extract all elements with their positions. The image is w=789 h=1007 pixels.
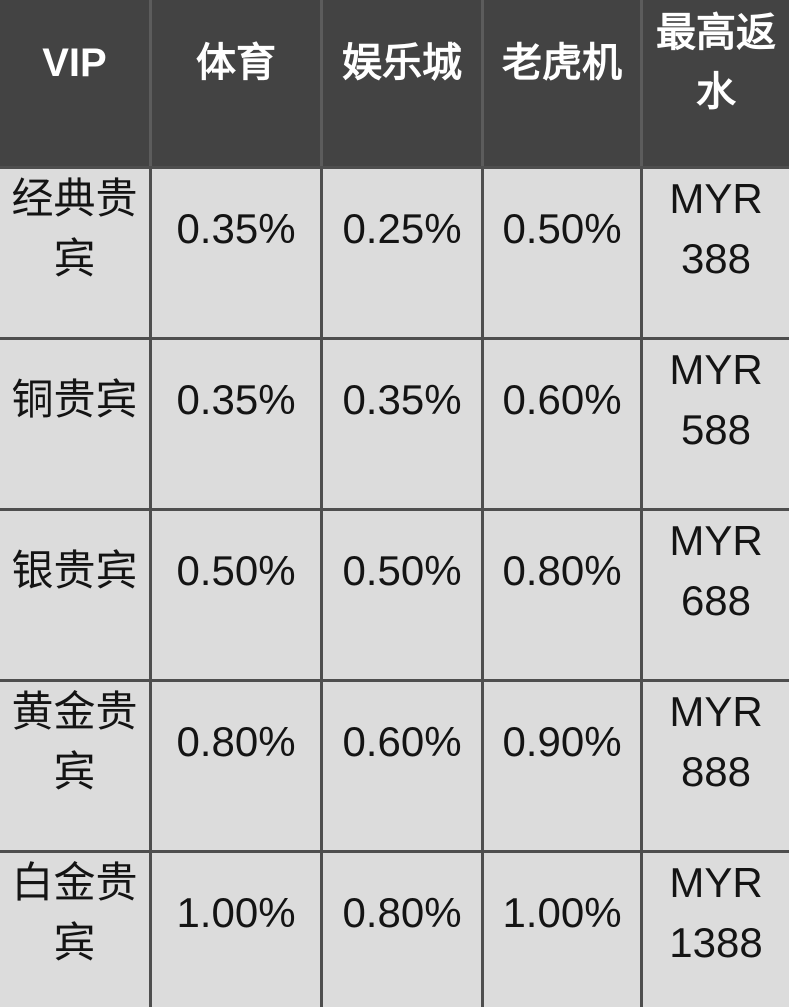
cell-max-rebate: MYR 588 (640, 337, 789, 508)
table-row: 铜贵宾 0.35% 0.35% 0.60% MYR 588 (0, 337, 789, 508)
table-row: 经典贵宾 0.35% 0.25% 0.50% MYR 388 (0, 166, 789, 337)
header-cell-max-rebate: 最高返水 (640, 0, 789, 166)
header-row: VIP 体育 娱乐城 老虎机 最高返水 (0, 0, 789, 166)
header-cell-sports: 体育 (149, 0, 320, 166)
cell-casino: 0.50% (320, 508, 481, 679)
header-cell-vip: VIP (0, 0, 149, 166)
cell-slots: 0.90% (481, 679, 640, 850)
cell-vip: 经典贵宾 (0, 166, 149, 337)
header-cell-casino: 娱乐城 (320, 0, 481, 166)
cell-casino: 0.80% (320, 850, 481, 1007)
header-cell-slots: 老虎机 (481, 0, 640, 166)
cell-casino: 0.35% (320, 337, 481, 508)
cell-vip: 黄金贵宾 (0, 679, 149, 850)
cell-max-rebate: MYR 888 (640, 679, 789, 850)
table-row: 银贵宾 0.50% 0.50% 0.80% MYR 688 (0, 508, 789, 679)
table-header: VIP 体育 娱乐城 老虎机 最高返水 (0, 0, 789, 166)
cell-casino: 0.60% (320, 679, 481, 850)
cell-sports: 0.50% (149, 508, 320, 679)
cell-sports: 1.00% (149, 850, 320, 1007)
table-row: 黄金贵宾 0.80% 0.60% 0.90% MYR 888 (0, 679, 789, 850)
cell-slots: 0.80% (481, 508, 640, 679)
cell-casino: 0.25% (320, 166, 481, 337)
cell-vip: 铜贵宾 (0, 337, 149, 508)
cell-max-rebate: MYR 388 (640, 166, 789, 337)
cell-sports: 0.80% (149, 679, 320, 850)
table-body: 经典贵宾 0.35% 0.25% 0.50% MYR 388 铜贵宾 0.35% 0.35% 0… (0, 166, 789, 1007)
cell-vip: 银贵宾 (0, 508, 149, 679)
cell-sports: 0.35% (149, 337, 320, 508)
cell-vip: 白金贵宾 (0, 850, 149, 1007)
cell-slots: 0.50% (481, 166, 640, 337)
cell-slots: 1.00% (481, 850, 640, 1007)
cell-slots: 0.60% (481, 337, 640, 508)
table-row: 白金贵宾 1.00% 0.80% 1.00% MYR 1388 (0, 850, 789, 1007)
cell-sports: 0.35% (149, 166, 320, 337)
cell-max-rebate: MYR 1388 (640, 850, 789, 1007)
cell-max-rebate: MYR 688 (640, 508, 789, 679)
